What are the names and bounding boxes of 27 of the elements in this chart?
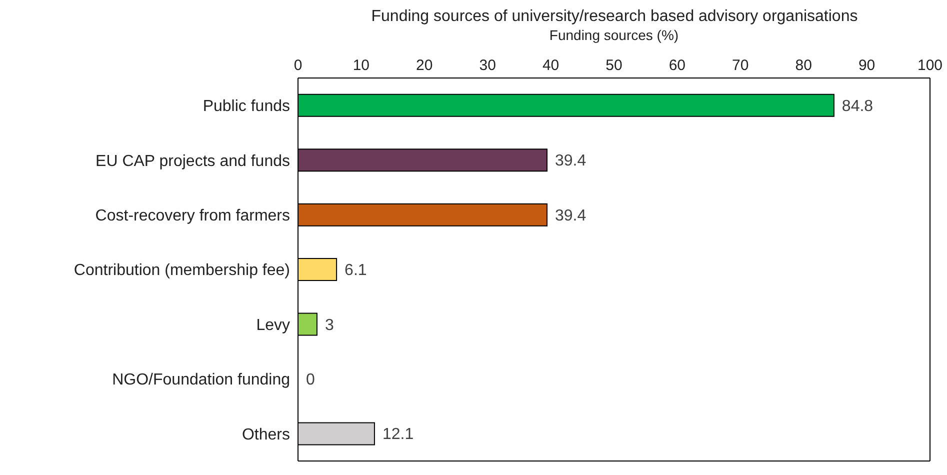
data-label: 84.8 bbox=[842, 98, 874, 115]
chart-title: Funding sources of university/research based advisory organisations bbox=[370, 8, 859, 26]
data-label: 0 bbox=[306, 372, 315, 389]
y-tick-label: Levy bbox=[256, 316, 290, 334]
x-tick-label: 10 bbox=[352, 57, 370, 74]
x-tick-label: 50 bbox=[606, 57, 622, 74]
y-tick-label: Public funds bbox=[202, 98, 290, 116]
data-label: 6.1 bbox=[344, 262, 367, 280]
y-tick-label: NGO/Foundation funding bbox=[112, 372, 290, 389]
x-tick-label: 60 bbox=[668, 57, 686, 74]
y-tick-label: Others bbox=[242, 426, 290, 444]
data-label: 39.4 bbox=[555, 152, 586, 170]
data-label: 3 bbox=[324, 316, 334, 334]
x-tick-label: 80 bbox=[795, 57, 812, 74]
data-label: 39.4 bbox=[555, 207, 586, 224]
x-tick-label: 30 bbox=[479, 57, 496, 74]
y-tick-label: Contribution (membership fee) bbox=[74, 262, 290, 280]
x-tick-label: 90 bbox=[858, 57, 876, 74]
x-axis-title: Funding sources (%) bbox=[549, 26, 679, 43]
x-tick-label: 0 bbox=[294, 57, 302, 74]
x-tick-label: 20 bbox=[416, 57, 433, 74]
x-tick-label: 70 bbox=[732, 57, 749, 74]
x-tick-label: 100 bbox=[917, 57, 943, 74]
y-tick-label: EU CAP projects and funds bbox=[96, 152, 290, 170]
y-tick-label: Cost-recovery from farmers bbox=[95, 207, 290, 224]
data-label: 12.1 bbox=[382, 426, 414, 444]
x-tick-label: 40 bbox=[542, 57, 560, 74]
